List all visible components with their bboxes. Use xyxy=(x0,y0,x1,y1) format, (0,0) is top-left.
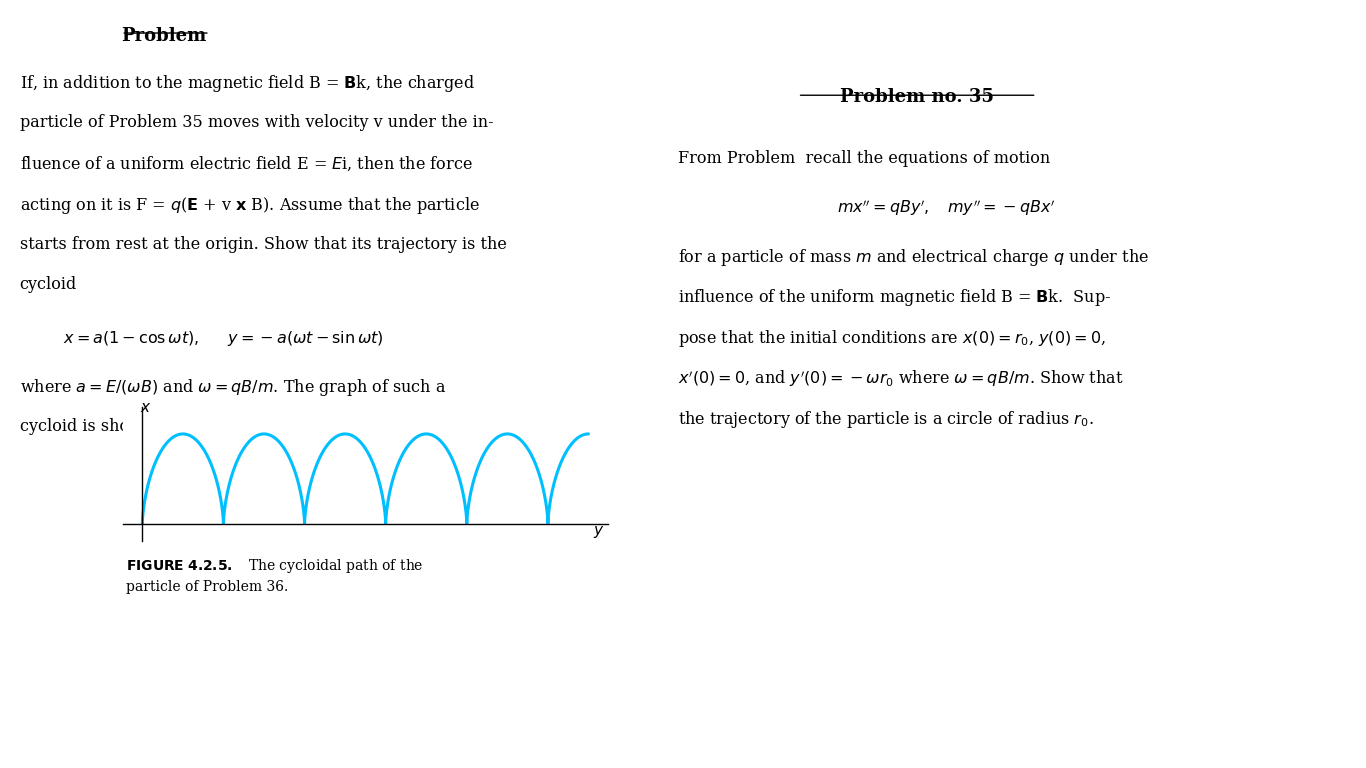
Text: $x$: $x$ xyxy=(141,401,152,415)
Text: $mx'' = qBy',$   $my'' = -qBx'$: $mx'' = qBy',$ $my'' = -qBx'$ xyxy=(837,198,1056,218)
Text: influence of the uniform magnetic field B = $\mathbf{B}$k.  Sup-: influence of the uniform magnetic field … xyxy=(678,287,1112,308)
Text: acting on it is F = $q$($\mathbf{E}$ + v $\mathbf{x}$ B). Assume that the partic: acting on it is F = $q$($\mathbf{E}$ + v… xyxy=(19,195,479,216)
Text: starts from rest at the origin. Show that its trajectory is the: starts from rest at the origin. Show tha… xyxy=(19,236,507,253)
Text: cycloid is shown in Fig. 4.2.5.: cycloid is shown in Fig. 4.2.5. xyxy=(19,418,261,435)
Text: for a particle of mass $m$ and electrical charge $q$ under the: for a particle of mass $m$ and electrica… xyxy=(678,247,1149,267)
Text: From Problem  recall the equations of motion: From Problem recall the equations of mot… xyxy=(678,150,1050,167)
Text: where $a = E/(\omega B)$ and $\omega = qB/m$. The graph of such a: where $a = E/(\omega B)$ and $\omega = q… xyxy=(19,377,445,398)
Text: Problem no. 35: Problem no. 35 xyxy=(840,88,994,106)
Text: $x'(0) = 0$, and $y'(0) = -\omega r_0$ where $\omega = qB/m$. Show that: $x'(0) = 0$, and $y'(0) = -\omega r_0$ w… xyxy=(678,369,1124,389)
Text: the trajectory of the particle is a circle of radius $r_0$.: the trajectory of the particle is a circ… xyxy=(678,409,1094,430)
Text: $y$: $y$ xyxy=(593,524,605,540)
Text: particle of Problem 36.: particle of Problem 36. xyxy=(126,580,288,594)
Text: If, in addition to the magnetic field B = $\mathbf{B}$k, the charged: If, in addition to the magnetic field B … xyxy=(19,73,474,94)
Text: cycloid: cycloid xyxy=(19,276,76,293)
Text: pose that the initial conditions are $x(0) = r_0$, $y(0) = 0$,: pose that the initial conditions are $x(… xyxy=(678,328,1106,349)
Text: $x = a(1 - \cos \omega t),$     $y = -a(\omega t - \sin \omega t)$: $x = a(1 - \cos \omega t),$ $y = -a(\ome… xyxy=(63,329,384,348)
Text: Problem: Problem xyxy=(122,27,206,45)
Text: fluence of a uniform electric field E = $\mathit{E}$i, then the force: fluence of a uniform electric field E = … xyxy=(19,154,473,173)
Text: particle of Problem 35 moves with velocity v under the in-: particle of Problem 35 moves with veloci… xyxy=(19,114,493,131)
Text: $\bf{FIGURE\ 4.2.5.}$   The cycloidal path of the: $\bf{FIGURE\ 4.2.5.}$ The cycloidal path… xyxy=(126,557,423,574)
